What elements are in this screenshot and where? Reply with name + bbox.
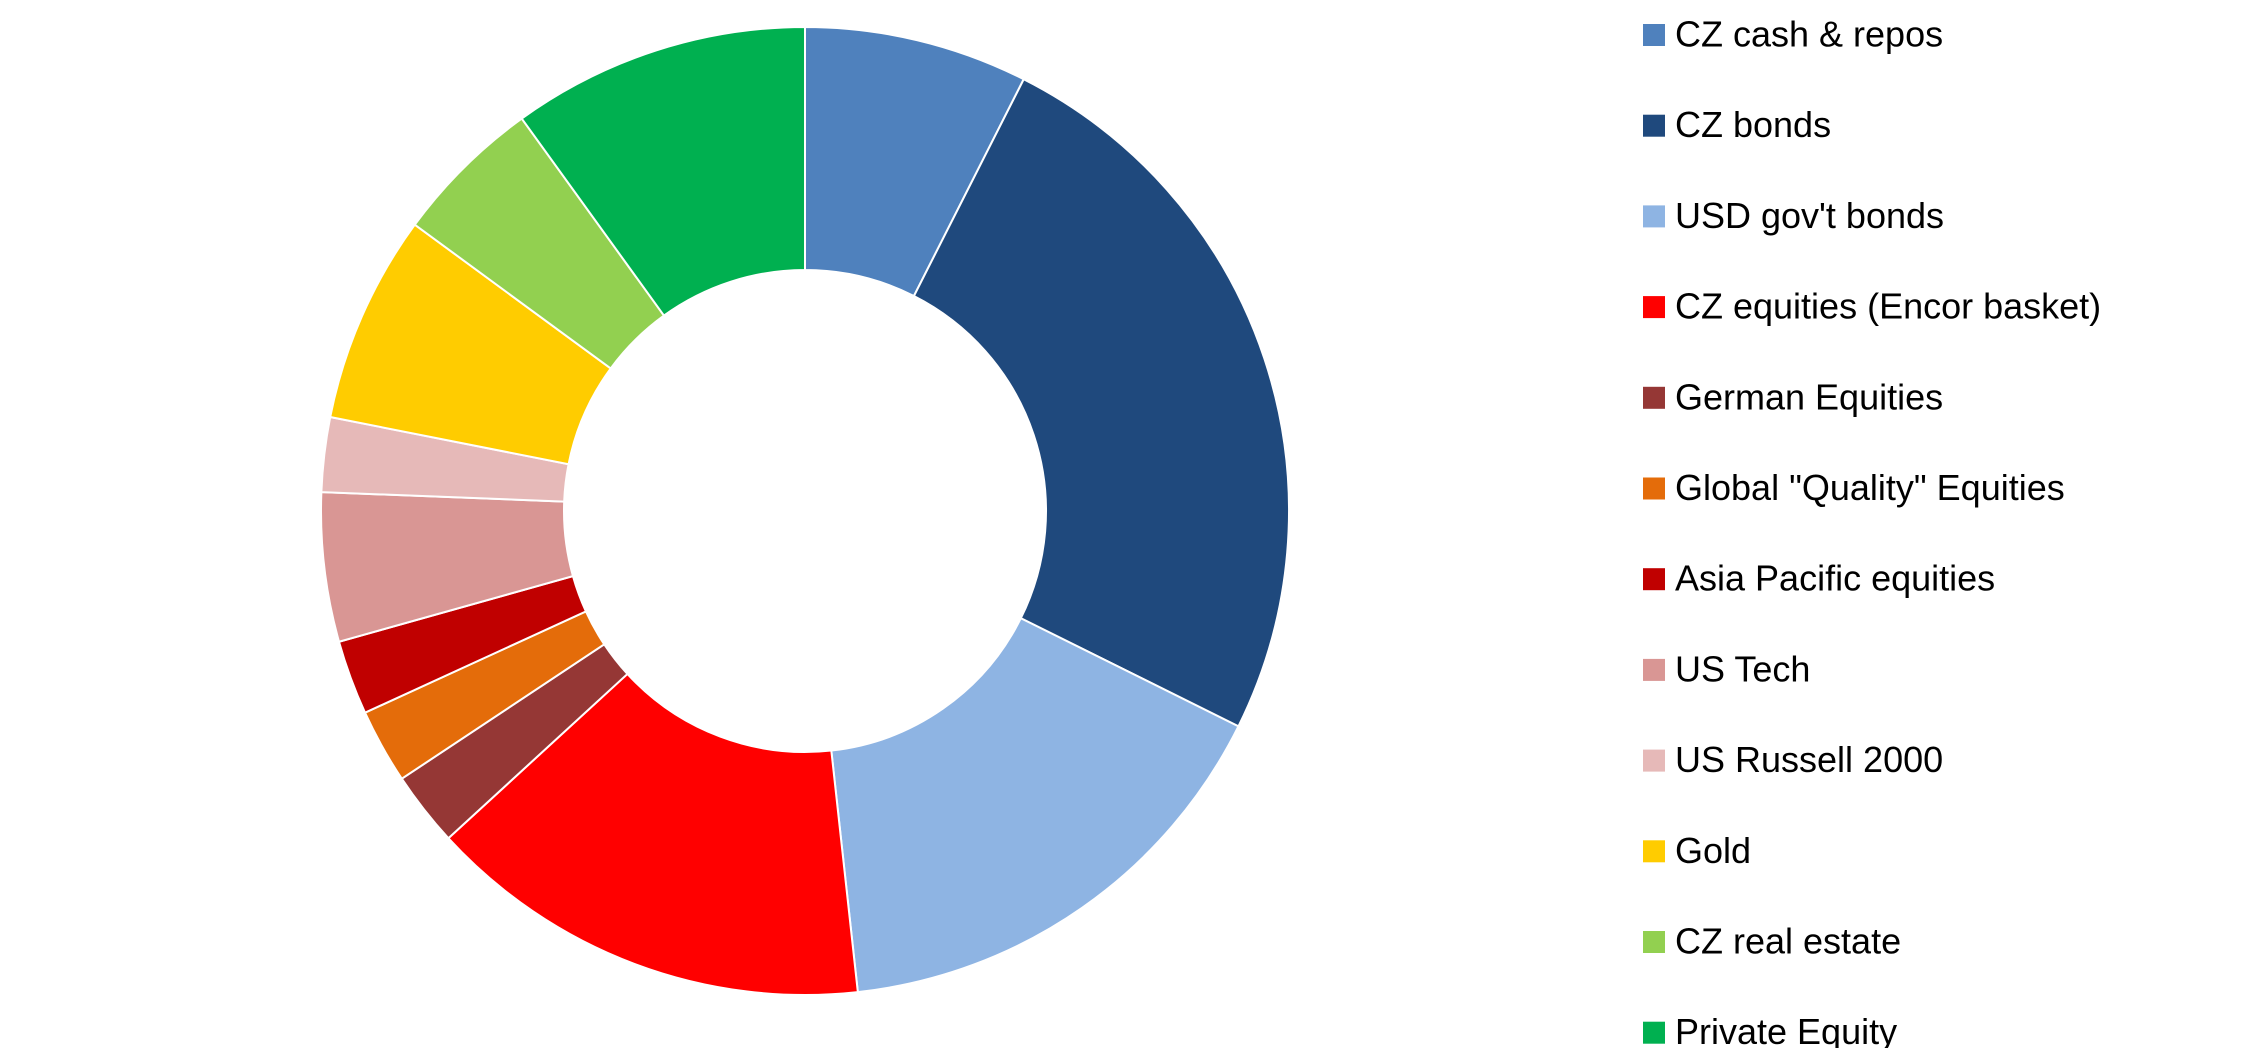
legend-label: US Tech [1675, 648, 1810, 689]
legend-label: German Equities [1675, 376, 1943, 417]
legend-label: Gold [1675, 830, 1751, 871]
legend-label: CZ cash & repos [1675, 14, 1943, 55]
legend-swatch [1643, 658, 1665, 681]
legend-label: US Russell 2000 [1675, 739, 1943, 780]
legend-label: Private Equity [1675, 1011, 1897, 1048]
legend-label: USD gov't bonds [1675, 195, 1944, 236]
legend-label: CZ real estate [1675, 921, 1901, 962]
legend-swatch [1643, 477, 1665, 500]
legend-swatch [1643, 114, 1665, 137]
legend-label: Global "Quality" Equities [1675, 467, 2065, 508]
legend-swatch [1643, 296, 1665, 319]
legend-label: Asia Pacific equities [1675, 558, 1995, 599]
legend-label: CZ equities (Encor basket) [1675, 286, 2101, 327]
legend-swatch [1643, 1021, 1665, 1044]
legend-swatch [1643, 205, 1665, 228]
donut-slice [830, 616, 1240, 994]
legend-label: CZ bonds [1675, 104, 1831, 145]
legend-swatch [1643, 386, 1665, 409]
legend-swatch [1643, 24, 1665, 46]
legend-swatch [1643, 931, 1665, 953]
donut-slice [446, 672, 859, 996]
donut-slice [912, 77, 1290, 728]
legend-swatch [1643, 568, 1665, 591]
legend-swatch [1643, 749, 1665, 772]
legend-swatch [1643, 840, 1665, 863]
donut-slice [520, 25, 806, 317]
